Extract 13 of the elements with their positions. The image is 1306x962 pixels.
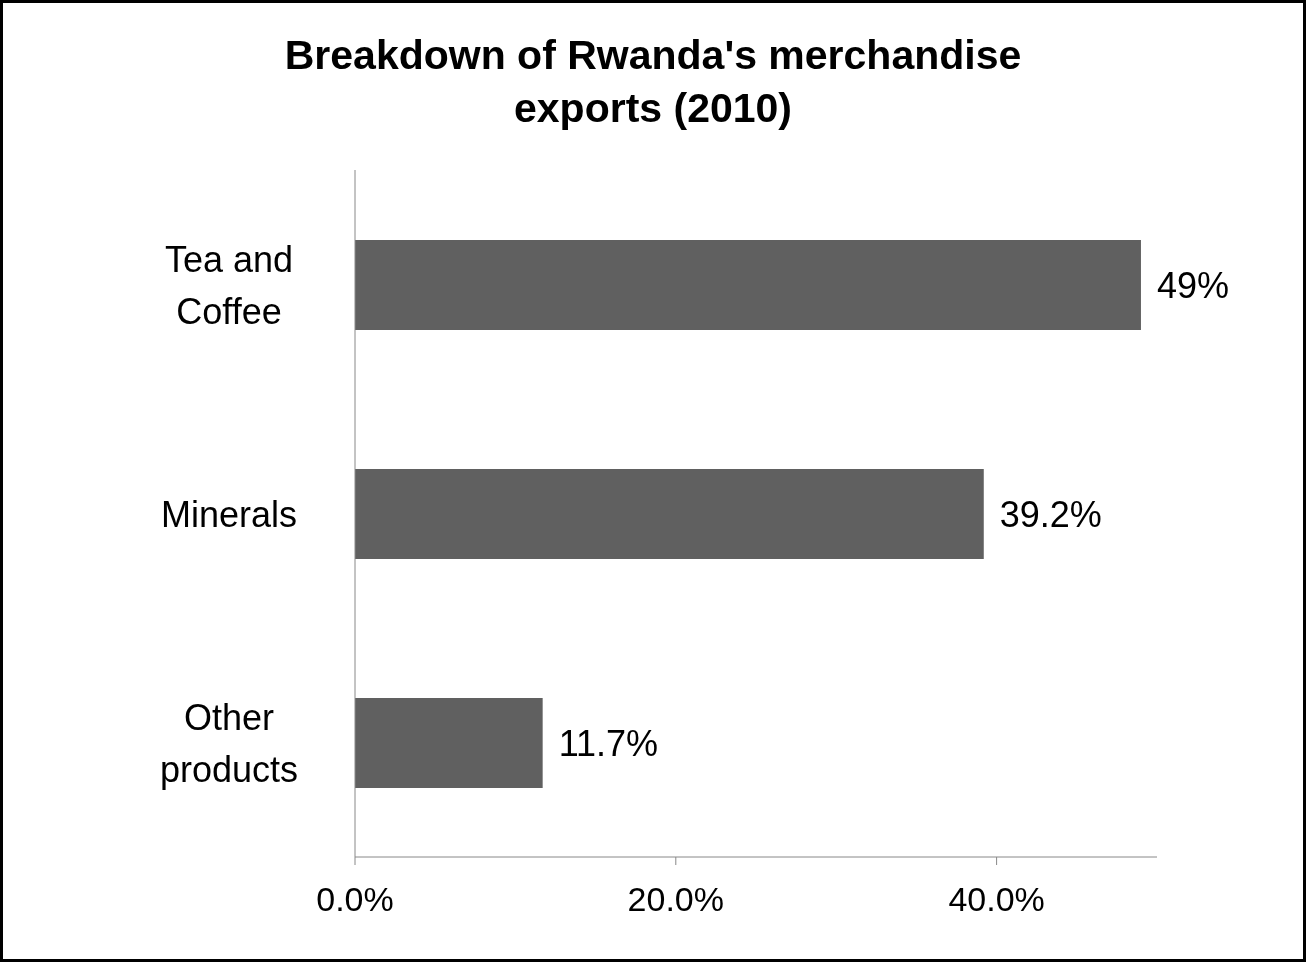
bar [355, 469, 984, 559]
bar [355, 240, 1141, 330]
x-tick-label: 0.0% [316, 880, 394, 919]
y-tick-label: Other products [159, 696, 299, 789]
y-tick-label: Minerals [160, 493, 298, 534]
data-label: 49% [1156, 264, 1230, 306]
x-tick-label: 20.0% [627, 880, 724, 919]
bar [355, 698, 543, 788]
y-tick-label: Tea and Coffee [164, 238, 294, 331]
data-label: 39.2% [999, 493, 1102, 535]
x-tick-label: 40.0% [948, 880, 1045, 919]
data-label: 11.7% [558, 722, 659, 764]
chart-title: Breakdown of Rwanda's merchandise exports (2010) [283, 31, 1023, 133]
